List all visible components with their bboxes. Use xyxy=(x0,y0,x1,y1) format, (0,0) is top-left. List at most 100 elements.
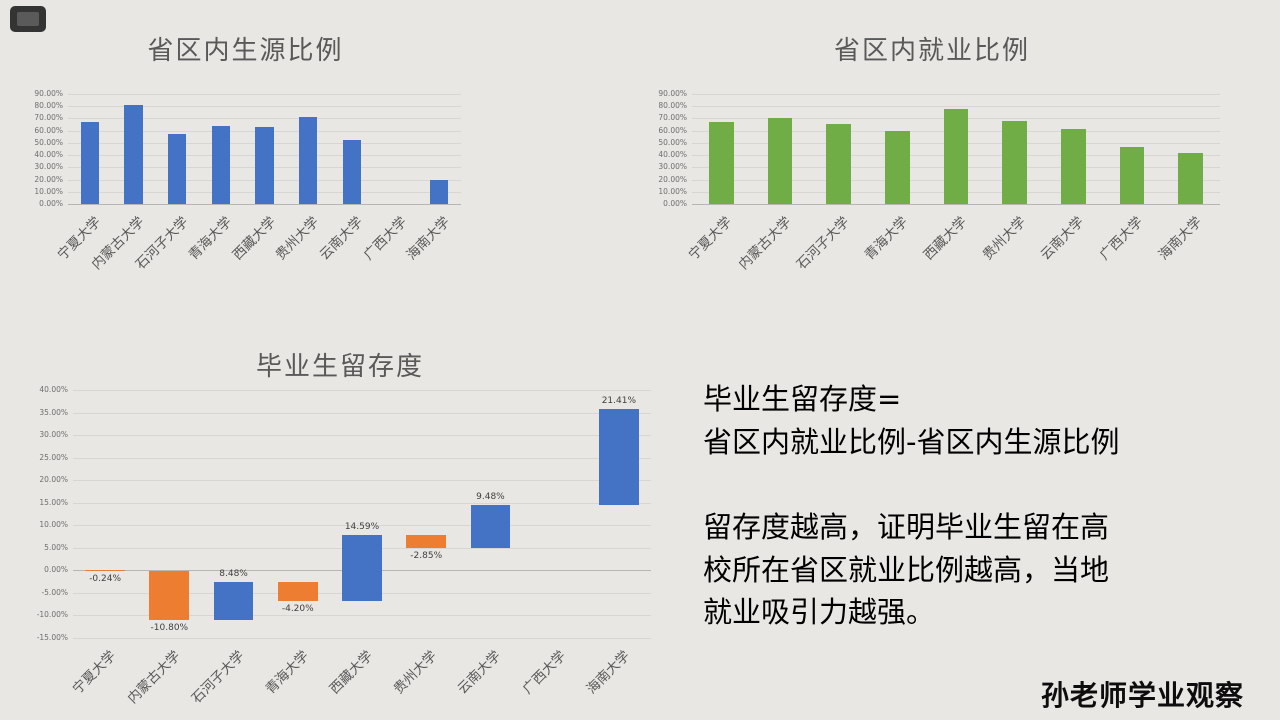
y-axis-tick-label: 90.00% xyxy=(34,89,63,98)
bar-西藏大学 xyxy=(342,535,382,601)
y-axis-tick-label: 0.00% xyxy=(39,199,63,208)
y-axis-tick-label: 40.00% xyxy=(39,385,68,394)
bar-data-label: -2.85% xyxy=(410,550,443,561)
x-axis-category-label: 宁夏大学 xyxy=(685,213,736,264)
bar-宁夏大学 xyxy=(709,122,734,204)
plot-area-source-ratio: 0.00% 10.00% 20.00% 30.00% 40.00% 50.00% 60.00… xyxy=(34,89,461,273)
x-axis-category-label: 贵州大学 xyxy=(390,647,441,698)
gridline xyxy=(73,638,651,639)
bar-内蒙古大学 xyxy=(124,105,143,204)
bar-青海大学 xyxy=(885,130,910,204)
y-axis-tick-label: 10.00% xyxy=(34,186,63,196)
explanation-line: 留存度越高，证明毕业生留在高 xyxy=(703,509,1110,544)
y-axis-tick-label: 60.00% xyxy=(34,125,63,135)
bar-石河子大学 xyxy=(826,123,851,204)
y-axis-tick-label: 40.00% xyxy=(34,150,63,160)
y-axis-tick-label: 90.00% xyxy=(658,89,687,98)
x-axis-category-label: 云南大学 xyxy=(316,213,366,264)
x-axis-category-label: 青海大学 xyxy=(185,213,235,264)
bar-内蒙古大学 xyxy=(767,118,793,204)
bar-贵州大学 xyxy=(298,117,318,204)
chart-source-ratio: 省区内生源比例 0.00% 10.00% 20.00% 30.00% 40.00% 50.… xyxy=(18,12,473,312)
bar-青海大学 xyxy=(277,581,318,601)
chart-employment-ratio: 省区内就业比例 0.00% 10.00% 20.00% 30.00% 40.00% 50.… xyxy=(632,12,1232,312)
explanation-line: 就业吸引力越强。 xyxy=(703,595,936,630)
y-axis-tick-label: 80.00% xyxy=(658,101,687,111)
y-axis-tick-label: 20.00% xyxy=(34,174,63,184)
x-axis-category-label: 海南大学 xyxy=(583,647,634,698)
x-axis-category-label: 广西大学 xyxy=(360,213,410,264)
gridline xyxy=(73,435,651,437)
bar-西藏大学 xyxy=(943,109,969,204)
explanation-line: 校所在省区就业比例越高，当地 xyxy=(703,552,1110,587)
y-axis-tick-label: 20.00% xyxy=(658,174,687,184)
explanation-text: 毕业生留存度= 省区内就业比例-省区内生源比例 留存度越高，证明毕业生留在高 校… xyxy=(703,378,1278,634)
y-axis-tick-label: 25.00% xyxy=(39,452,68,462)
y-axis-tick-label: 0.00% xyxy=(44,565,68,575)
y-axis-tick-label: 50.00% xyxy=(658,137,687,147)
chart-title-retention: 毕业生留存度 xyxy=(255,352,424,382)
bar-海南大学 xyxy=(598,408,639,506)
y-axis-tick-label: 35.00% xyxy=(39,407,68,417)
gridline xyxy=(692,94,1220,95)
bar-西藏大学 xyxy=(255,127,274,204)
y-axis-tick-label: 70.00% xyxy=(34,113,63,123)
gridline xyxy=(692,106,1220,108)
gridline xyxy=(73,502,651,504)
y-axis-tick-label: -15.00% xyxy=(36,633,68,642)
bar-内蒙古大学 xyxy=(149,571,190,621)
y-axis-tick-label: 30.00% xyxy=(39,430,68,440)
y-axis-tick-label: 10.00% xyxy=(658,186,687,196)
x-axis-category-label: 青海大学 xyxy=(861,213,912,264)
x-axis-category-label: 青海大学 xyxy=(262,647,312,698)
brand-watermark: 孙老师学业观察 xyxy=(1040,679,1244,712)
y-axis-tick-label: 70.00% xyxy=(658,113,687,123)
y-axis-tick-label: 60.00% xyxy=(658,125,687,135)
x-axis-category-label: 广西大学 xyxy=(1096,213,1147,264)
bar-data-label: -10.80% xyxy=(150,623,189,634)
y-axis-tick-label: 50.00% xyxy=(34,137,63,147)
gridline xyxy=(73,525,651,527)
player-watermark-icon xyxy=(10,6,46,32)
gridline xyxy=(73,457,651,459)
bar-石河子大学 xyxy=(213,581,254,621)
gridline xyxy=(68,106,461,108)
x-axis-category-label: 内蒙古大学 xyxy=(124,647,184,707)
y-axis-tick-label: 30.00% xyxy=(658,162,687,172)
explanation-line-blank xyxy=(703,463,1278,506)
player-watermark-icon-inner xyxy=(17,12,39,26)
bar-青海大学 xyxy=(211,125,230,204)
gridline xyxy=(68,118,461,120)
gridline xyxy=(73,480,651,482)
x-axis-category-label: 西藏大学 xyxy=(920,213,971,264)
y-axis-tick-label: -5.00% xyxy=(41,587,68,597)
bar-data-label: 9.48% xyxy=(476,492,505,503)
x-axis-category-label: 西藏大学 xyxy=(326,647,377,698)
y-axis-tick-label: 30.00% xyxy=(34,162,63,172)
y-axis-tick-label: 0.00% xyxy=(663,199,687,208)
plot-area-retention: -15.00% -10.00% -5.00% 0.00% 5.00% 10.00% 15.0… xyxy=(37,385,651,707)
bar-云南大学 xyxy=(1061,128,1086,204)
bar-贵州大学 xyxy=(406,535,447,548)
explanation-line: 毕业生留存度= xyxy=(703,382,902,416)
y-axis-tick-label: 10.00% xyxy=(39,520,68,530)
chart-retention-waterfall: 毕业生留存度 -15.00% -10.00% -5.00% 0.00% 5.00% 10.… xyxy=(15,338,665,720)
chart-title-source-ratio: 省区内生源比例 xyxy=(147,36,344,66)
bar-广西大学 xyxy=(1119,146,1145,204)
y-axis-tick-label: -10.00% xyxy=(36,610,68,620)
bar-data-label: 14.59% xyxy=(344,522,380,533)
bar-云南大学 xyxy=(470,505,511,548)
gridline xyxy=(73,615,651,617)
bar-宁夏大学 xyxy=(80,122,99,204)
x-axis-category-label: 石河子大学 xyxy=(793,213,853,273)
bar-data-label: -0.24% xyxy=(89,574,122,585)
bar-海南大学 xyxy=(1178,153,1203,204)
x-axis-category-label: 贵州大学 xyxy=(979,213,1029,264)
y-axis-tick-label: 15.00% xyxy=(39,497,68,507)
x-axis-category-label: 广西大学 xyxy=(519,647,569,698)
x-axis-category-label: 海南大学 xyxy=(1155,213,1205,264)
plot-area-employment-ratio: 0.00% 10.00% 20.00% 30.00% 40.00% 50.00% 60.00… xyxy=(658,89,1220,273)
bar-云南大学 xyxy=(342,140,361,204)
x-axis-category-label: 海南大学 xyxy=(403,213,454,264)
x-axis-category-label: 西藏大学 xyxy=(229,213,279,264)
